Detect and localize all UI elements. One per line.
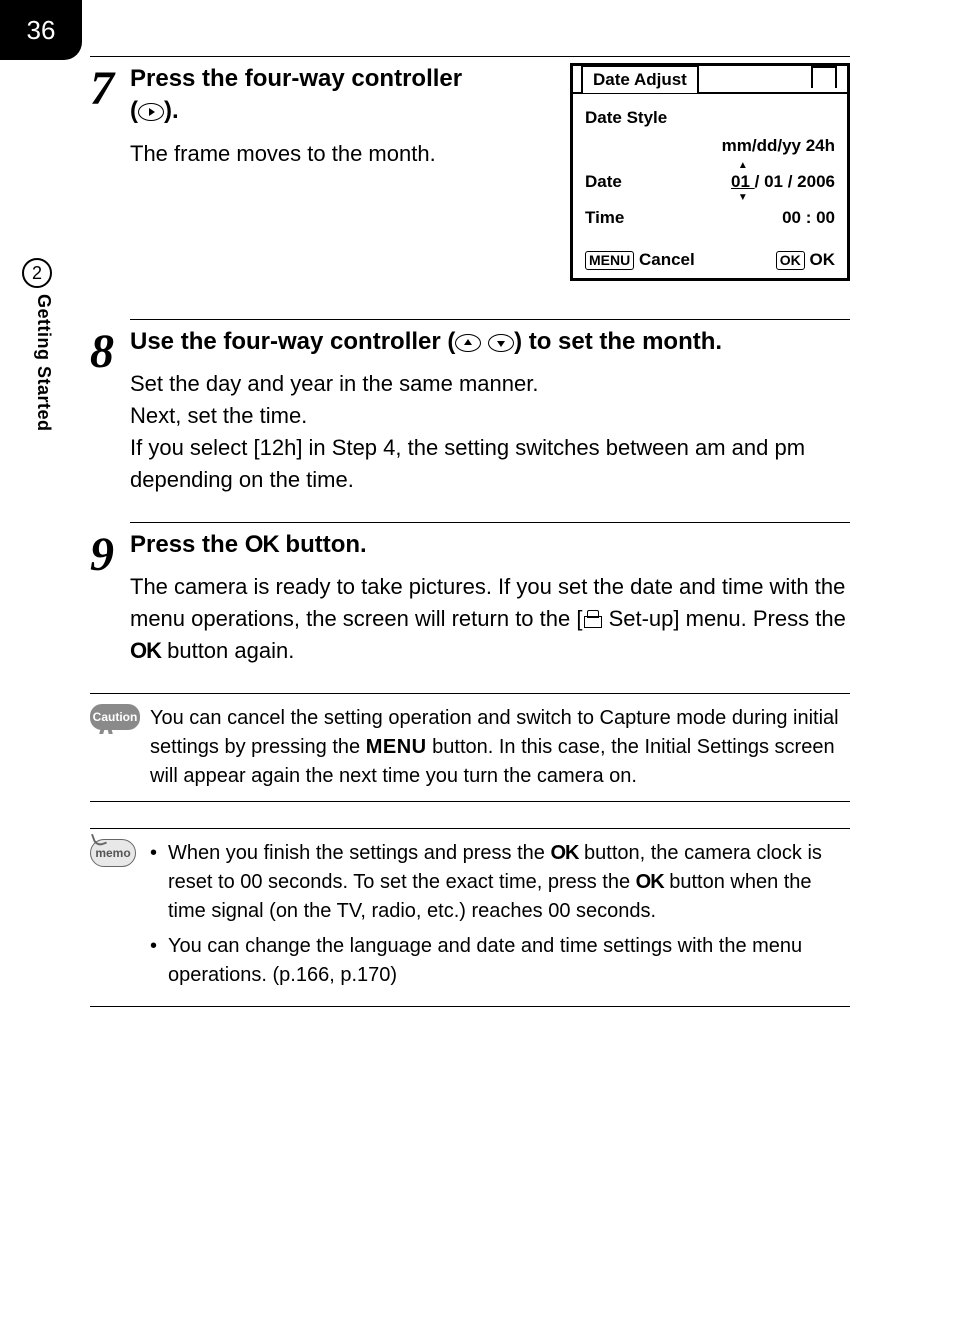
chapter-title: Getting Started xyxy=(20,294,54,432)
caution-text: You can cancel the setting operation and… xyxy=(150,704,850,791)
memo-text-a: When you finish the settings and press t… xyxy=(168,842,550,864)
page-number-tab: 36 xyxy=(0,0,82,60)
setup-icon xyxy=(584,610,600,628)
heading-text: Use the four-way controller ( xyxy=(130,328,455,355)
lcd-bottom-bar: MENU Cancel OK OK xyxy=(573,244,847,278)
heading-text: Press the xyxy=(130,531,245,558)
step-line: Next, set the time. xyxy=(130,400,850,432)
step-9: 9 Press the OK button. The camera is rea… xyxy=(90,529,850,667)
step-body: Set the day and year in the same manner.… xyxy=(130,368,850,496)
lcd-value: ▲ 01 ▼ / 01 / 2006 xyxy=(731,172,835,192)
memo-bullet: You can change the language and date and… xyxy=(150,932,850,990)
lcd-value: 00 : 00 xyxy=(782,208,835,228)
date-month: 01 xyxy=(731,172,750,191)
side-rail: 2 Getting Started xyxy=(20,258,54,428)
lcd-title-tab: Date Adjust xyxy=(581,65,699,93)
rule xyxy=(130,319,850,320)
ok-label: OK xyxy=(810,250,836,269)
step-number: 7 xyxy=(90,65,130,281)
lcd-value: mm/dd/yy 24h xyxy=(722,136,835,156)
ok-glyph-icon: OK xyxy=(550,842,578,864)
memo-badge-label: memo xyxy=(90,839,136,867)
controller-down-icon xyxy=(488,334,514,352)
memo-bullet: When you finish the settings and press t… xyxy=(150,839,850,926)
caution-badge-label: Caution xyxy=(90,704,140,730)
menu-word: MENU xyxy=(366,736,427,758)
ok-glyph-icon: OK xyxy=(130,638,161,663)
heading-text-b: ) to set the month. xyxy=(514,328,722,355)
ok-button-icon: OK xyxy=(776,251,805,270)
arrow-down-icon: ▼ xyxy=(738,192,748,203)
lcd-row-date-style-value: mm/dd/yy 24h xyxy=(585,136,835,164)
step-number: 8 xyxy=(90,328,130,496)
lcd-row-time: Time 00 : 00 xyxy=(585,200,835,236)
step-heading: Press the OK button. xyxy=(130,529,850,561)
step-body: The frame moves to the month. xyxy=(130,138,550,170)
lcd-label: Date xyxy=(585,172,622,192)
date-highlight: ▲ 01 ▼ xyxy=(731,172,755,191)
memo-text: When you finish the settings and press t… xyxy=(150,839,850,996)
rule xyxy=(130,522,850,523)
step-7: 7 Press the four-way controller (). The … xyxy=(90,63,850,281)
step-line: Set the day and year in the same manner. xyxy=(130,368,850,400)
lcd-row-date-style: Date Style xyxy=(585,100,835,136)
ok-glyph-icon: OK xyxy=(636,871,664,893)
lcd-label: Date Style xyxy=(585,108,667,128)
step-heading: Press the four-way controller (). xyxy=(130,63,550,128)
step-heading: Use the four-way controller ( ) to set t… xyxy=(130,326,850,358)
date-rest: / 01 / 2006 xyxy=(755,172,835,191)
rule xyxy=(90,56,850,57)
heading-paren-close: ). xyxy=(164,97,179,124)
memo-badge: memo xyxy=(90,839,140,996)
lcd-screen: Date Adjust Date Style mm/dd/yy 24h xyxy=(570,63,850,281)
caution-callout: Caution You can cancel the setting opera… xyxy=(90,693,850,802)
step-line: If you select [12h] in Step 4, the setti… xyxy=(130,432,850,496)
heading-paren-open: ( xyxy=(130,97,138,124)
lcd-row-date: Date ▲ 01 ▼ / 01 / 2006 xyxy=(585,164,835,200)
menu-button-icon: MENU xyxy=(585,251,634,270)
heading-text-b: button. xyxy=(279,531,367,558)
body-text: Set-up] menu. Press the xyxy=(602,606,845,631)
cancel-label: Cancel xyxy=(639,250,695,269)
arrow-up-icon: ▲ xyxy=(738,160,748,171)
controller-right-icon xyxy=(138,103,164,121)
lcd-label: Time xyxy=(585,208,624,228)
body-text: button again. xyxy=(161,638,294,663)
step-8: 8 Use the four-way controller ( ) to set… xyxy=(90,326,850,496)
step-number: 9 xyxy=(90,531,130,667)
chapter-number-circle: 2 xyxy=(22,258,52,288)
controller-up-icon xyxy=(455,334,481,352)
heading-text: Press the four-way controller xyxy=(130,65,462,92)
lcd-tab-blank xyxy=(811,66,837,88)
memo-callout: memo When you finish the settings and pr… xyxy=(90,828,850,1007)
step-body: The camera is ready to take pictures. If… xyxy=(130,571,850,667)
ok-glyph-icon: OK xyxy=(245,531,279,558)
caution-badge: Caution xyxy=(90,704,140,791)
